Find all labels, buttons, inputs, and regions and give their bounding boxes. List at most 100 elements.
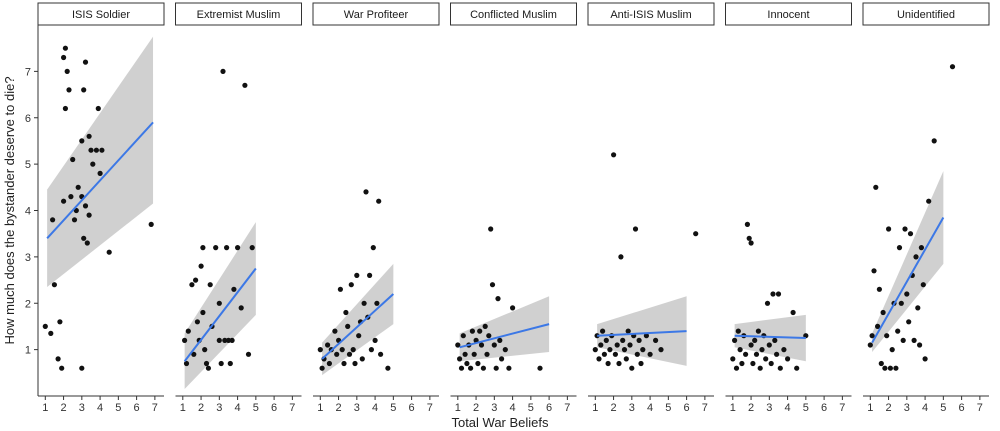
panel-strip-label: Conflicted Muslim [470, 9, 557, 21]
panel: Unidentified 1 2 3 4 5 6 7 [862, 2, 990, 414]
data-point [61, 198, 67, 204]
fit-line [459, 323, 550, 349]
data-point [926, 198, 932, 204]
data-point [326, 360, 332, 367]
x-tick-label: 4 [647, 402, 653, 414]
data-point [887, 365, 894, 371]
x-tick-label: 3 [216, 402, 222, 414]
x-tick-label: 3 [904, 402, 910, 414]
x-tick-label: 4 [372, 402, 378, 414]
x-tick-label: 1 [592, 402, 598, 414]
data-point [99, 147, 105, 153]
y-axis: 1 2 3 4 5 6 7 [25, 25, 39, 396]
data-point [643, 333, 650, 339]
confidence-ribbon [872, 171, 944, 352]
data-point [222, 337, 228, 343]
panel-strip [862, 2, 990, 26]
data-point [469, 328, 475, 334]
data-point [64, 68, 70, 74]
data-point [627, 342, 633, 348]
data-point [378, 351, 384, 357]
data-point [794, 365, 800, 371]
data-point [189, 282, 195, 288]
panel-strip [587, 2, 715, 26]
x-tick-label: 4 [235, 402, 241, 414]
fit-line [183, 267, 257, 362]
data-point [182, 337, 188, 343]
data-point [750, 360, 756, 367]
data-point [880, 309, 886, 316]
x-tick-label: 6 [409, 402, 415, 414]
data-point [51, 282, 58, 288]
data-point [62, 105, 68, 112]
fit-line [321, 293, 395, 360]
x-tick-label: 4 [785, 402, 791, 414]
data-point [455, 342, 461, 348]
data-point [918, 245, 925, 251]
data-point [334, 351, 340, 357]
data-point [893, 365, 899, 371]
data-point [361, 300, 367, 306]
data-point [90, 161, 96, 167]
data-point [363, 189, 369, 195]
data-point [194, 319, 200, 325]
data-point [345, 323, 351, 329]
y-tick-label: 6 [25, 113, 31, 125]
x-tick-label: 7 [289, 402, 295, 414]
data-point [224, 245, 230, 251]
data-point [350, 347, 356, 353]
x-tick-label: 5 [390, 402, 396, 414]
data-point [774, 351, 780, 357]
data-point [757, 365, 763, 371]
data-point [735, 328, 741, 334]
panel: Conflicted Muslim 1 2 3 4 5 6 7 [450, 2, 577, 414]
data-point [55, 356, 61, 362]
data-point [653, 337, 659, 343]
x-tick-label: 7 [427, 402, 433, 414]
x-tick-label: 1 [867, 402, 873, 414]
data-point [732, 337, 738, 343]
data-point [867, 342, 873, 348]
data-point [48, 330, 54, 336]
data-point [227, 360, 233, 367]
data-point [907, 231, 914, 237]
data-point [203, 360, 210, 367]
data-point [489, 282, 496, 288]
data-point [478, 342, 485, 348]
data-point [658, 347, 664, 353]
data-point [755, 328, 762, 334]
data-point [772, 337, 778, 343]
y-axis-title: How much does the bystander deserve to d… [2, 76, 17, 344]
data-point [607, 347, 613, 353]
data-point [869, 333, 875, 339]
data-point [319, 365, 325, 371]
x-tick-label: 7 [152, 402, 158, 414]
data-point [915, 305, 921, 311]
data-point [97, 170, 103, 176]
data-point [875, 323, 881, 329]
x-tick-label: 4 [922, 402, 928, 414]
data-point [86, 133, 92, 139]
panel: War Profiteer 1 2 3 4 5 6 7 [312, 2, 440, 414]
x-tick-label: 1 [317, 402, 323, 414]
panel: Innocent 1 2 3 4 5 6 7 [725, 2, 852, 414]
data-point [620, 337, 626, 343]
data-point [82, 59, 89, 65]
data-point [603, 337, 609, 343]
data-point [106, 249, 112, 255]
data-point [889, 347, 895, 353]
panel-strip [450, 2, 577, 26]
data-point [70, 156, 76, 163]
data-point [238, 305, 244, 311]
panel-strip [37, 2, 165, 26]
x-tick-label: 7 [977, 402, 983, 414]
panel: ISIS Soldier 1 2 3 4 5 6 7 [37, 2, 165, 414]
data-point [488, 226, 494, 232]
data-point [614, 342, 620, 348]
data-point [468, 365, 474, 371]
data-point [949, 64, 956, 70]
data-point [882, 365, 888, 371]
x-tick-label: 2 [61, 402, 67, 414]
data-point [245, 351, 252, 357]
data-point [594, 333, 600, 339]
